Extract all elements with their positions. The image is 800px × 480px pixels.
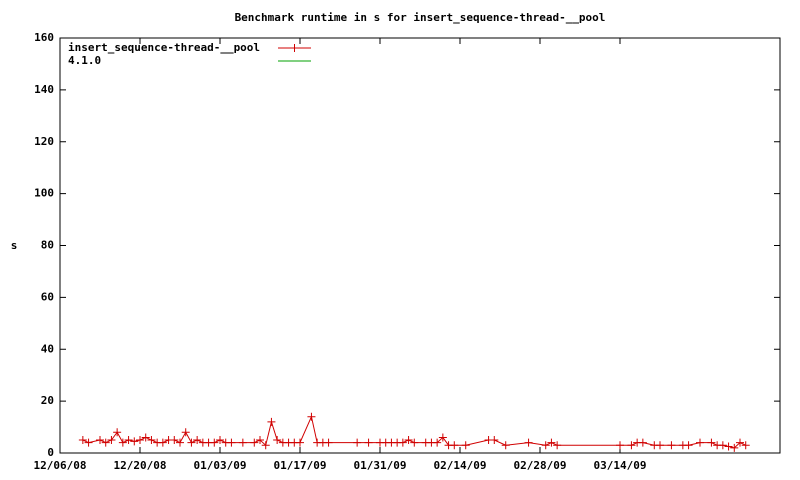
data-point <box>398 438 407 447</box>
data-point <box>210 438 219 447</box>
data-point <box>193 436 202 445</box>
data-point <box>96 436 104 445</box>
legend-marker <box>290 44 299 52</box>
data-point <box>170 436 179 445</box>
data-point <box>501 441 510 450</box>
data-point <box>250 438 259 447</box>
data-point <box>410 438 419 447</box>
data-point <box>707 438 716 447</box>
chart-title: Benchmark runtime in s for insert_sequen… <box>235 11 606 24</box>
y-tick-label: 20 <box>41 394 54 407</box>
data-point <box>741 441 750 450</box>
data-point <box>158 438 167 447</box>
y-tick-label: 0 <box>47 446 54 459</box>
data-point <box>256 436 264 445</box>
x-tick-label: 03/14/09 <box>594 459 647 472</box>
data-point <box>78 436 87 445</box>
y-tick-label: 40 <box>41 342 54 355</box>
data-point <box>627 441 636 450</box>
data-point <box>124 436 133 445</box>
data-point <box>696 438 704 447</box>
data-point <box>450 441 459 450</box>
data-point <box>724 442 733 451</box>
data-point <box>667 441 676 450</box>
data-point <box>324 438 333 447</box>
data-point <box>307 412 316 421</box>
data-point <box>638 438 647 447</box>
x-tick-label: 01/31/09 <box>354 459 407 472</box>
data-point <box>227 438 236 447</box>
data-point <box>118 438 127 447</box>
data-point <box>490 436 499 445</box>
x-tick-label: 01/03/09 <box>194 459 247 472</box>
data-point <box>273 436 282 445</box>
y-tick-label: 120 <box>34 135 54 148</box>
data-point <box>616 441 624 450</box>
x-tick-label: 12/06/08 <box>34 459 87 472</box>
y-tick-label: 140 <box>34 83 54 96</box>
y-tick-label: 100 <box>34 187 54 200</box>
y-tick-label: 80 <box>41 239 54 252</box>
x-tick-label: 12/20/08 <box>114 459 167 472</box>
data-point <box>267 417 276 426</box>
data-point <box>181 428 190 437</box>
data-point <box>147 436 156 445</box>
data-point <box>718 441 727 450</box>
data-point <box>101 438 110 447</box>
data-point <box>684 441 693 450</box>
y-tick-label: 160 <box>34 31 54 44</box>
data-point <box>130 437 139 446</box>
data-point <box>84 438 93 447</box>
data-point <box>216 436 224 445</box>
data-point <box>547 438 556 447</box>
data-point <box>364 438 373 447</box>
data-point <box>433 438 442 447</box>
data-point <box>353 438 362 447</box>
data-point <box>296 438 304 447</box>
data-point <box>113 428 122 437</box>
data-point <box>404 436 413 445</box>
data-point <box>176 438 184 447</box>
data-point <box>141 433 150 442</box>
x-tick-label: 02/28/09 <box>514 459 567 472</box>
y-axis-label: s <box>11 239 18 252</box>
x-tick-label: 02/14/09 <box>434 459 487 472</box>
data-point <box>656 441 664 450</box>
legend-label: 4.1.0 <box>68 54 101 67</box>
data-point <box>541 441 550 450</box>
data-point <box>730 443 739 452</box>
legend-label: insert_sequence-thread-__pool <box>68 41 260 54</box>
y-tick-label: 60 <box>41 290 54 303</box>
data-point <box>438 433 447 442</box>
data-point <box>261 441 270 450</box>
data-point <box>553 441 562 450</box>
data-point <box>238 438 247 447</box>
x-tick-label: 01/17/09 <box>274 459 327 472</box>
data-point <box>187 438 196 447</box>
data-point <box>524 438 533 447</box>
data-point <box>136 436 144 445</box>
data-point <box>107 436 116 445</box>
data-point <box>461 441 470 450</box>
data-point <box>736 438 744 447</box>
